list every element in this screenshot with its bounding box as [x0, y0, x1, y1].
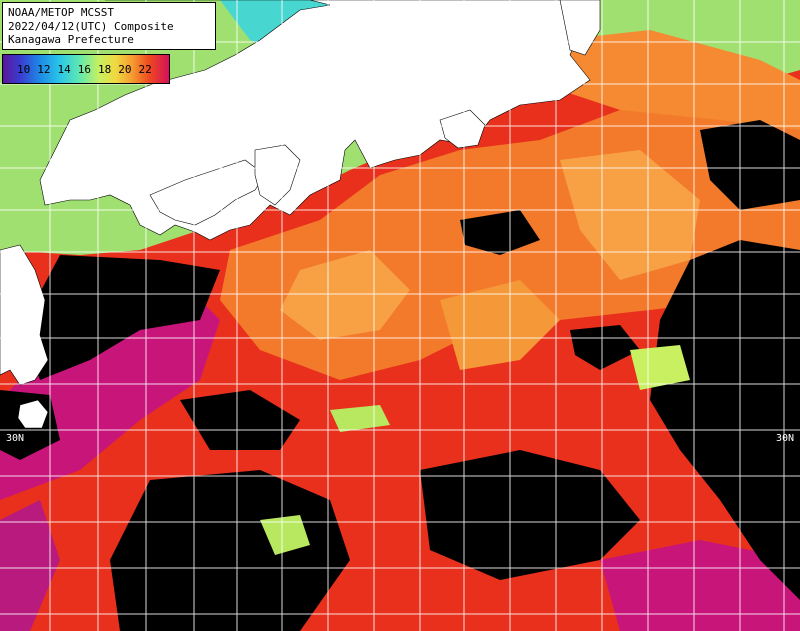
green-speckle-3 [330, 405, 390, 432]
temperature-legend: 10 12 14 16 18 20 22 [2, 54, 170, 84]
title-line-source: NOAA/METOP MCSST [8, 6, 114, 19]
land-yakushima [17, 399, 49, 429]
land-kyushu [0, 244, 49, 386]
title-line-publisher: Kanagawa Prefecture [8, 33, 134, 46]
cloud-small-1 [460, 210, 540, 255]
legend-tick: 18 [98, 62, 112, 76]
cloud-south-east [420, 450, 640, 580]
legend-tick: 14 [57, 62, 71, 76]
green-speckle-2 [630, 345, 690, 390]
light-orange-swirl-1 [280, 250, 410, 340]
title-box: NOAA/METOP MCSST 2022/04/12(UTC) Composi… [2, 2, 216, 50]
land-shikoku [149, 159, 266, 226]
legend-tick: 12 [37, 62, 51, 76]
magenta-west [0, 280, 220, 500]
legend-tick: 20 [118, 62, 132, 76]
light-orange-swirl-3 [440, 280, 560, 370]
lat-label-left: 30N [6, 433, 25, 444]
light-orange-swirl-2 [560, 150, 700, 280]
cloud-west [20, 255, 220, 380]
legend-tick: 16 [77, 62, 91, 76]
magenta-southeast [600, 540, 800, 631]
green-speckle-1 [260, 515, 310, 555]
magenta-southwest [0, 500, 60, 631]
legend-tick: 10 [17, 62, 31, 76]
cloud-small-2 [570, 325, 640, 370]
cloud-south-central [110, 470, 350, 631]
legend-tick: 22 [138, 62, 152, 76]
title-line-date: 2022/04/12(UTC) Composite [8, 19, 174, 33]
cloud-northeast [700, 120, 800, 210]
lat-label-right: 30N [776, 433, 795, 444]
cloud-mid [180, 390, 300, 450]
land-izu [439, 109, 486, 149]
cloud-east [650, 240, 800, 600]
